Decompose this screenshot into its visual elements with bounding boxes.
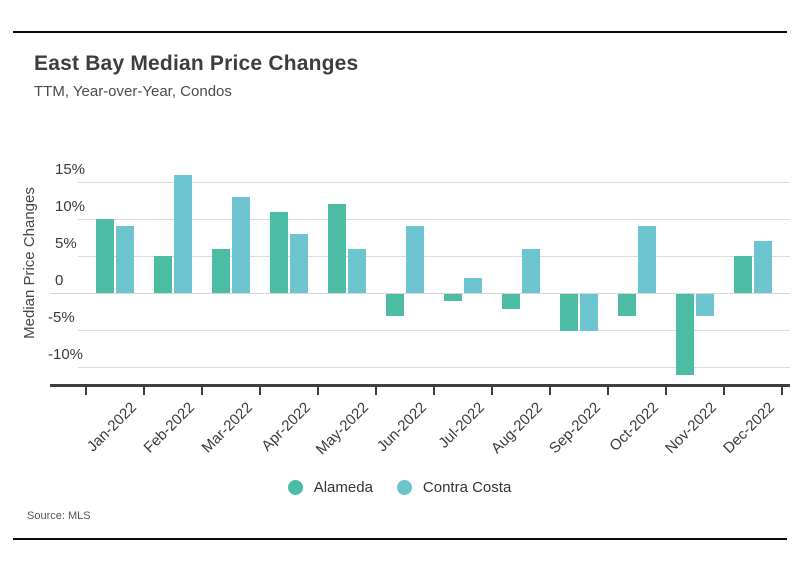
legend-swatch-alameda [287, 480, 303, 495]
legend-label: Contra Costa [422, 479, 512, 496]
x-tick-label-oct-2022: Oct-2022 [606, 399, 663, 455]
bar-contra-costa-mar-2022 [232, 197, 250, 293]
x-tick-label-mar-2022: Mar-2022 [198, 399, 257, 457]
bar-contra-costa-may-2022 [348, 249, 366, 293]
y-tick-label: 10% [55, 198, 86, 215]
bar-contra-costa-feb-2022 [174, 175, 192, 293]
bar-alameda-sep-2022 [560, 294, 578, 331]
x-axis-tick [549, 387, 551, 395]
bar-contra-costa-nov-2022 [696, 294, 714, 316]
x-axis-tick [433, 387, 435, 395]
x-axis-tick [491, 387, 493, 395]
gridline--5 [78, 330, 790, 331]
bar-alameda-may-2022 [328, 204, 346, 293]
legend: Alameda Contra Costa [0, 479, 799, 496]
x-axis-line [50, 384, 790, 387]
chart-subtitle: TTM, Year-over-Year, Condos [34, 83, 232, 100]
bar-alameda-dec-2022 [734, 256, 752, 293]
x-axis-tick [375, 387, 377, 395]
y-tick-label: -5% [48, 309, 75, 326]
gridline-5 [78, 256, 790, 257]
y-tick-label: 0 [55, 272, 64, 289]
x-tick-label-aug-2022: Aug-2022 [487, 399, 547, 458]
bar-alameda-jul-2022 [444, 294, 462, 301]
x-axis-tick [665, 387, 667, 395]
bar-contra-costa-jun-2022 [406, 226, 424, 293]
gridline-0 [50, 293, 790, 294]
x-tick-label-jul-2022: Jul-2022 [435, 399, 489, 452]
x-axis-tick [781, 387, 783, 395]
top-divider [13, 31, 787, 33]
legend-label: Alameda [313, 479, 373, 496]
x-tick-label-dec-2022: Dec-2022 [720, 399, 779, 458]
bar-contra-costa-dec-2022 [754, 241, 772, 293]
bar-alameda-oct-2022 [618, 294, 636, 316]
bar-alameda-jun-2022 [386, 294, 404, 316]
x-axis-tick [607, 387, 609, 395]
bar-alameda-jan-2022 [96, 219, 114, 293]
source-note: Source: MLS [27, 510, 91, 522]
bar-contra-costa-jan-2022 [116, 226, 134, 293]
gridline-10 [78, 219, 790, 220]
x-tick-label-jun-2022: Jun-2022 [373, 399, 431, 456]
x-tick-label-may-2022: May-2022 [312, 399, 373, 459]
bar-contra-costa-apr-2022 [290, 234, 308, 293]
bar-alameda-nov-2022 [676, 294, 694, 375]
x-axis-tick [143, 387, 145, 395]
bar-alameda-apr-2022 [270, 212, 288, 293]
y-tick-label: -10% [48, 346, 84, 363]
legend-item-contra-costa: Contra Costa [396, 479, 512, 496]
y-axis-title: Median Price Changes [21, 187, 38, 339]
bar-alameda-feb-2022 [154, 256, 172, 293]
bar-contra-costa-aug-2022 [522, 249, 540, 293]
y-tick-label: 5% [55, 235, 77, 252]
bar-alameda-aug-2022 [502, 294, 520, 309]
x-axis-tick [723, 387, 725, 395]
bottom-divider [13, 538, 787, 540]
x-axis-tick [259, 387, 261, 395]
x-axis-tick [85, 387, 87, 395]
legend-swatch-contra-costa [396, 480, 412, 495]
chart-title: East Bay Median Price Changes [34, 52, 359, 75]
bar-contra-costa-jul-2022 [464, 278, 482, 293]
gridline--10 [78, 367, 790, 368]
x-tick-label-jan-2022: Jan-2022 [83, 399, 141, 456]
gridline-15 [78, 182, 790, 183]
x-tick-label-apr-2022: Apr-2022 [258, 399, 315, 455]
x-tick-label-nov-2022: Nov-2022 [662, 399, 721, 458]
y-tick-label: 15% [55, 161, 86, 178]
bar-contra-costa-sep-2022 [580, 294, 598, 331]
legend-item-alameda: Alameda [287, 479, 373, 496]
bar-contra-costa-oct-2022 [638, 226, 656, 293]
x-tick-label-feb-2022: Feb-2022 [140, 399, 199, 457]
bar-alameda-mar-2022 [212, 249, 230, 293]
x-axis-tick [317, 387, 319, 395]
x-axis-tick [201, 387, 203, 395]
x-tick-label-sep-2022: Sep-2022 [545, 399, 605, 458]
